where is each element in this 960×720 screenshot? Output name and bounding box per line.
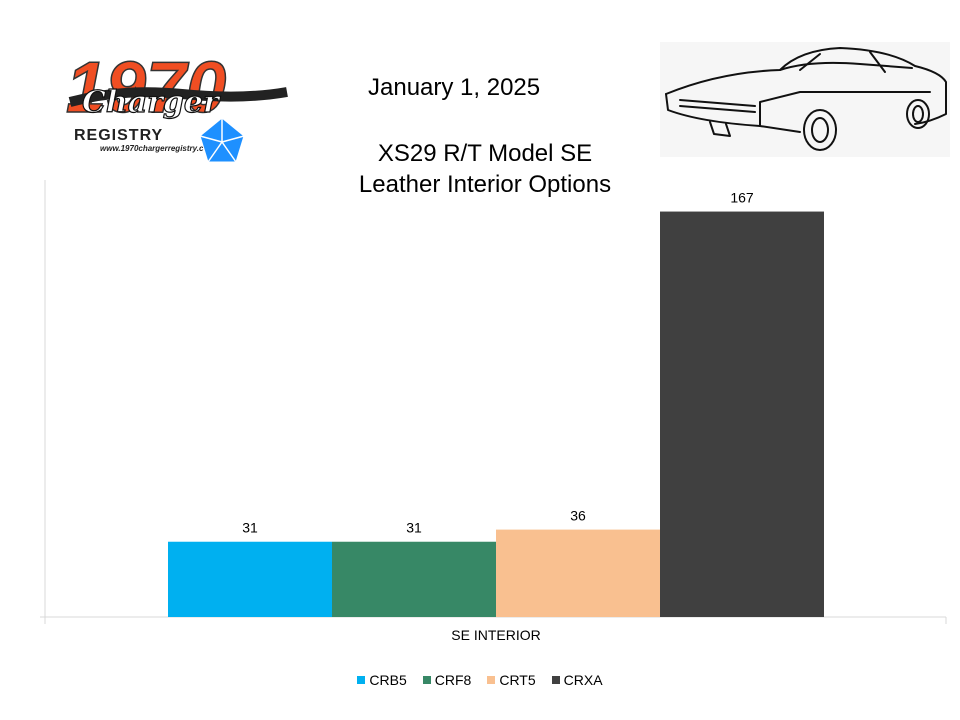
legend-swatch: [487, 676, 496, 684]
data-label-crxa: 167: [730, 190, 754, 206]
bar-crf8: [332, 541, 496, 617]
legend-item-crt5: CRT5: [487, 672, 536, 688]
legend-label: CRF8: [434, 672, 472, 688]
chart-title-line1: XS29 R/T Model SE: [377, 140, 593, 167]
logo-script-text: Charger: [82, 85, 221, 120]
registry-logo: 1970 Charger REGISTRY www.1970chargerreg…: [65, 50, 288, 163]
legend-label: CRXA: [563, 672, 603, 688]
legend-swatch: [422, 676, 431, 684]
bar-crt5: [496, 529, 660, 617]
chart-legend: CRB5 CRF8 CRT5 CRXA: [0, 672, 960, 688]
report-date: January 1, 2025: [368, 74, 541, 101]
legend-swatch: [357, 676, 366, 684]
legend-item-crxa: CRXA: [551, 672, 603, 688]
bars-group: [168, 211, 824, 618]
legend-swatch: [551, 676, 560, 684]
legend-label: CRB5: [369, 672, 407, 688]
bar-crb5: [168, 541, 332, 617]
data-labels-group: 31 31 36 167: [242, 190, 754, 536]
car-sketch-image: [660, 42, 950, 157]
legend-item-crb5: CRB5: [357, 672, 407, 688]
pentastar-icon: [199, 117, 245, 163]
legend-item-crf8: CRF8: [422, 672, 472, 688]
data-label-crt5: 36: [570, 508, 586, 524]
logo-url-text: www.1970chargerregistry.com/: [100, 144, 218, 153]
chart-title-line2: Leather Interior Options: [358, 171, 612, 198]
data-label-crf8: 31: [406, 520, 422, 536]
x-category-label: SE INTERIOR: [451, 627, 540, 643]
bar-crxa: [660, 211, 824, 618]
data-label-crb5: 31: [242, 520, 258, 536]
chart-title: XS29 R/T Model SE Leather Interior Optio…: [330, 138, 640, 200]
logo-registry-text: REGISTRY: [74, 127, 163, 144]
legend-label: CRT5: [499, 672, 536, 688]
